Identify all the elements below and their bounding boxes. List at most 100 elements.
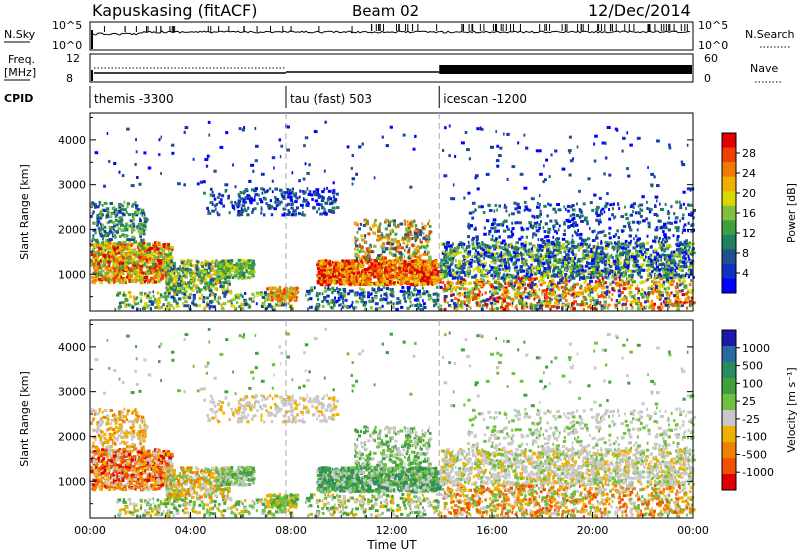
power-echo [348, 282, 352, 286]
power-echo [286, 287, 288, 291]
power-echo [389, 280, 392, 283]
power-echo [389, 269, 393, 273]
power-echo [147, 269, 152, 273]
power-echo [332, 266, 336, 270]
power-echo [183, 295, 186, 299]
power-echo [102, 245, 107, 249]
power-echo [120, 208, 124, 212]
power-echo [314, 286, 316, 290]
power-echo [383, 261, 387, 265]
power-echo [500, 246, 504, 250]
power-echo [405, 277, 409, 281]
power-echo [338, 278, 342, 282]
power-echo [382, 273, 385, 277]
power-echo [203, 306, 206, 310]
power-echo [121, 254, 124, 258]
power-echo [355, 267, 360, 271]
power-echo [411, 237, 414, 240]
power-echo [94, 231, 97, 235]
power-echo [135, 260, 140, 264]
power-echo [321, 300, 324, 303]
power-echo [125, 223, 127, 227]
power-echo [652, 250, 656, 254]
power-echo [238, 305, 242, 309]
power-echo [361, 280, 365, 284]
power-echo [305, 203, 308, 207]
power-echo [102, 250, 105, 254]
power-echo [136, 307, 139, 311]
power-echo [324, 286, 327, 290]
power-echo [455, 266, 459, 269]
power-echo [251, 210, 254, 214]
power-echo [154, 300, 157, 304]
power-echo [98, 200, 102, 204]
power-echo [173, 278, 178, 282]
power-echo [166, 278, 169, 282]
power-echo [163, 295, 167, 299]
power-echo [124, 245, 128, 249]
power-echo [463, 249, 466, 253]
power-echo [404, 266, 407, 270]
power-echo [269, 298, 273, 302]
power-echo [352, 281, 356, 285]
power-echo [279, 289, 282, 293]
power-echo [424, 238, 428, 242]
power-echo [573, 262, 577, 266]
power-echo [114, 211, 117, 215]
power-echo [414, 304, 418, 308]
power-echo [562, 262, 565, 266]
power-echo [206, 305, 209, 309]
power-echo [92, 210, 95, 214]
power-echo [536, 247, 539, 251]
power-echo [325, 267, 327, 271]
power-echo [102, 255, 107, 259]
power-echo [353, 279, 356, 283]
power-echo [107, 248, 109, 252]
power-echo [354, 259, 358, 263]
power-echo [134, 280, 137, 284]
power-echo [142, 221, 147, 225]
power-echo [409, 277, 413, 281]
power-echo [336, 266, 338, 270]
power-echo [283, 291, 286, 295]
power-echo [236, 263, 239, 267]
power-echo [674, 271, 678, 275]
power-echo [402, 241, 406, 245]
power-echo [362, 290, 366, 294]
power-echo [176, 287, 181, 290]
power-echo [288, 287, 291, 291]
power-echo [419, 230, 423, 234]
power-echo [192, 296, 196, 300]
power-echo [422, 232, 425, 236]
power-echo [116, 278, 119, 282]
power-echo [330, 281, 333, 285]
power-echo [115, 246, 119, 250]
power-echo [476, 253, 478, 257]
power-echo [96, 260, 99, 264]
power-echo [110, 256, 114, 260]
power-echo [327, 209, 332, 212]
power-echo [356, 279, 360, 283]
power-echo [416, 262, 419, 266]
power-echo [432, 292, 435, 296]
power-echo [165, 271, 168, 275]
power-echo [287, 193, 290, 196]
power-echo [423, 264, 425, 268]
power-echo [264, 298, 268, 302]
power-echo [260, 187, 264, 191]
power-echo [161, 263, 165, 267]
power-echo [143, 249, 148, 253]
power-echo [403, 275, 407, 279]
power-echo [287, 188, 292, 192]
power-echo [137, 301, 140, 305]
power-echo [409, 224, 414, 228]
power-echo [477, 259, 481, 263]
power-echo [143, 252, 146, 256]
power-echo [504, 242, 507, 246]
nsky-trace-line [91, 30, 691, 36]
power-echo [283, 193, 286, 197]
power-echo [497, 241, 501, 244]
power-echo [144, 224, 147, 228]
power-echo [157, 267, 161, 271]
power-echo [439, 272, 444, 276]
